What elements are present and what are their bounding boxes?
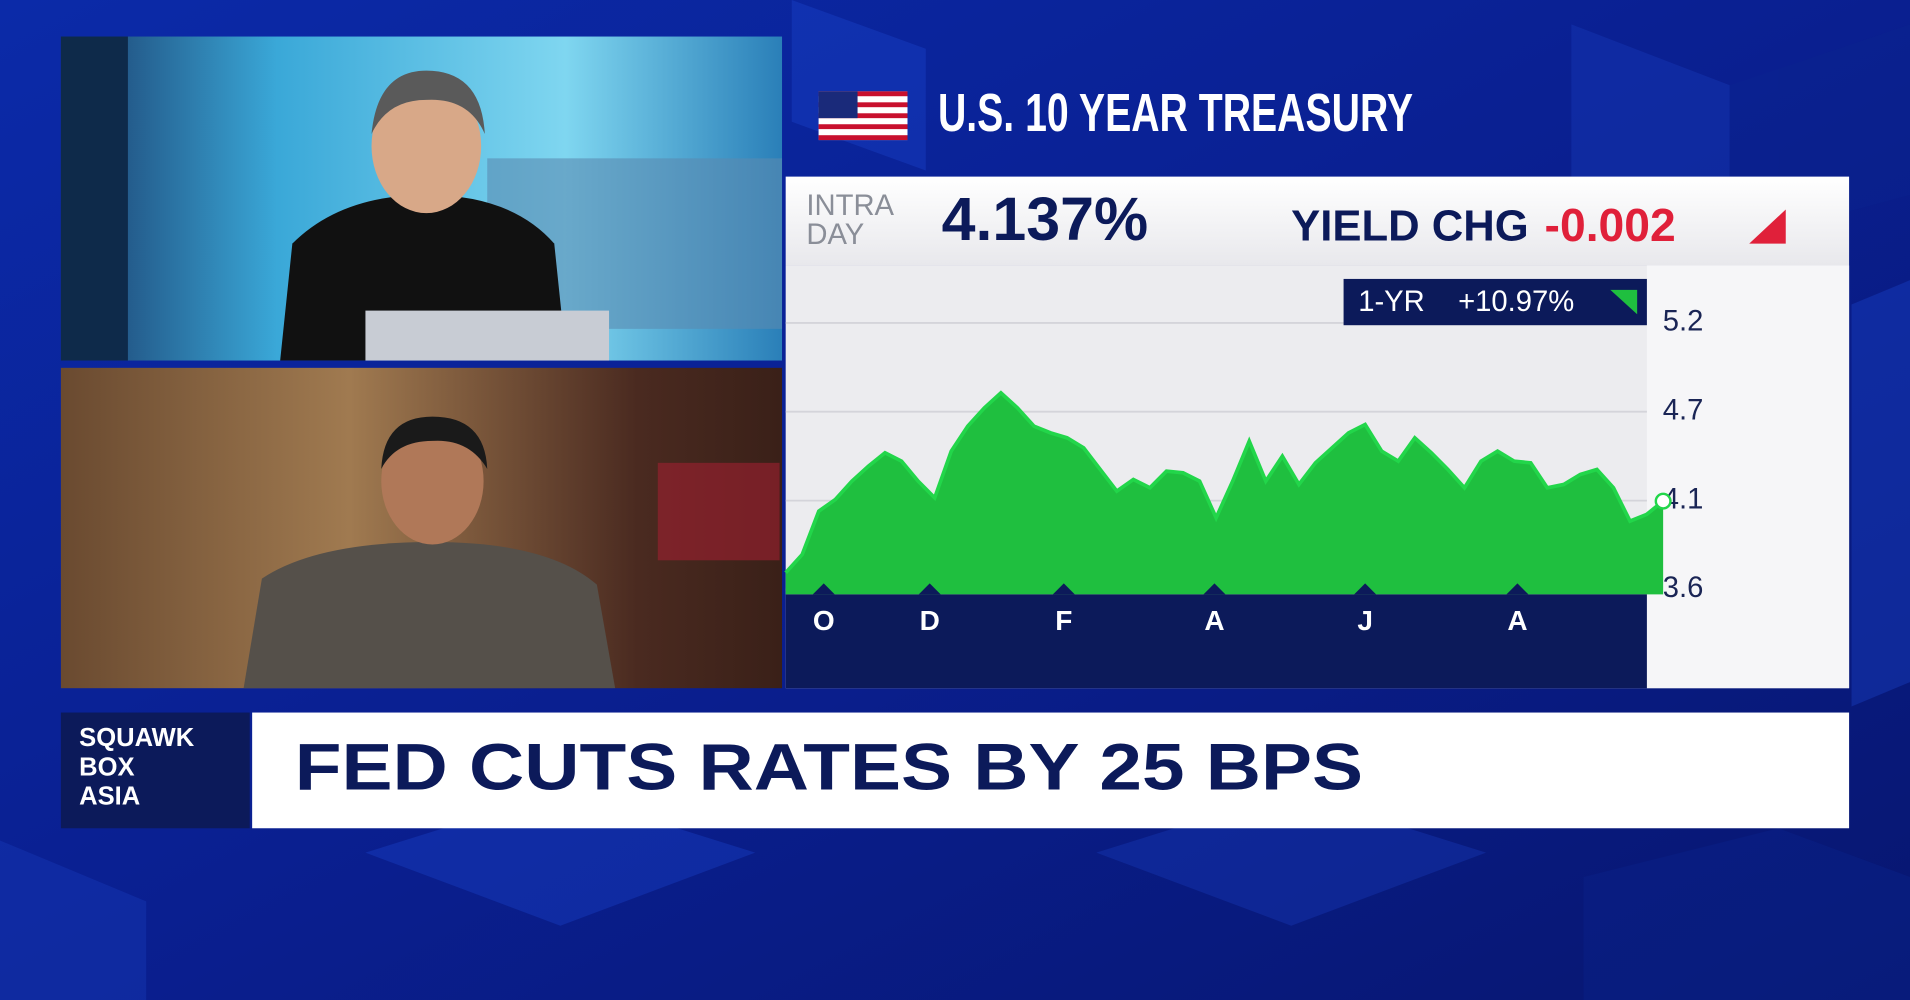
badge-label: 1-YR (1358, 286, 1425, 318)
x-tick-mark (1052, 583, 1075, 595)
intraday-label: DAY (806, 219, 864, 251)
headline: FED CUTS RATES BY 25 BPS (295, 730, 1363, 804)
headline-bar (252, 712, 1850, 829)
x-tick-mark (918, 583, 941, 595)
us-flag (818, 91, 908, 141)
x-tick-mark (1354, 583, 1377, 595)
line (784, 390, 1665, 574)
yield-chg: -0.002 (1545, 199, 1676, 251)
x-tick-mark (1203, 583, 1226, 595)
axis-panel (1646, 265, 1850, 689)
x-tick-label: J (1357, 605, 1373, 636)
y-tick-label: 3.6 (1663, 572, 1704, 604)
x-tick-label: A (1204, 605, 1224, 636)
quote-header (785, 176, 1850, 266)
show-name: ASIA (79, 783, 140, 811)
intraday-label: INTRA (806, 190, 894, 222)
plot: 3.64.14.75.2 (784, 306, 1704, 604)
y-tick-label: 4.7 (1663, 394, 1704, 426)
yield-chg-label: YIELD CHG (1291, 202, 1529, 251)
chart-title: U.S. 10 YEAR TREASURY (938, 83, 1413, 143)
x-tick-label: A (1507, 605, 1527, 636)
x-tick-label: D (920, 605, 940, 636)
badge-value: +10.97% (1458, 286, 1574, 318)
last-point (1654, 492, 1672, 510)
x-tick-label: F (1055, 605, 1072, 636)
down-indicator (1749, 209, 1786, 244)
video-guest (60, 367, 783, 689)
x-tick-label: O (813, 605, 835, 636)
show-name: SQUAWK (79, 724, 195, 752)
show-name: BOX (79, 753, 134, 781)
price: 4.137% (942, 185, 1149, 253)
video-host (60, 36, 783, 361)
y-tick-label: 5.2 (1663, 306, 1704, 338)
x-tick-mark (1506, 583, 1529, 595)
one-year-badge: 1-YR +10.97% (1343, 278, 1647, 326)
area-fill (785, 392, 1664, 595)
x-tick-mark (812, 583, 835, 595)
show-logo (60, 712, 250, 829)
x-axis-band (785, 594, 1647, 689)
